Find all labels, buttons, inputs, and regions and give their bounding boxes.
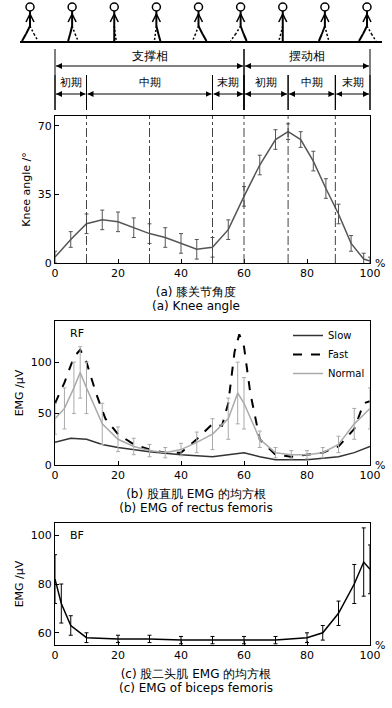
svg-text:Knee angle /°: Knee angle /° bbox=[20, 152, 33, 226]
html-text:(c) 股二头肌 EMG 的均方根: (c) 股二头肌 EMG 的均方根 bbox=[120, 667, 272, 681]
svg-text:0: 0 bbox=[45, 459, 52, 472]
svg-text:末期: 末期 bbox=[342, 76, 364, 89]
svg-text:初期: 初期 bbox=[60, 76, 82, 89]
svg-text:40: 40 bbox=[174, 469, 188, 482]
svg-text:60: 60 bbox=[237, 469, 251, 482]
svg-text:60: 60 bbox=[38, 627, 52, 640]
svg-text:0: 0 bbox=[52, 267, 59, 280]
html-text:(b) 股直肌 EMG 的均方根: (b) 股直肌 EMG 的均方根 bbox=[126, 487, 266, 501]
svg-text:100: 100 bbox=[360, 267, 381, 280]
svg-text:摆动相: 摆动相 bbox=[289, 49, 325, 63]
svg-text:0: 0 bbox=[52, 469, 59, 482]
html-text:(c) EMG of biceps femoris: (c) EMG of biceps femoris bbox=[119, 681, 273, 695]
svg-text:20: 20 bbox=[111, 649, 125, 662]
svg-text:60: 60 bbox=[237, 267, 251, 280]
svg-text:EMG /μV: EMG /μV bbox=[13, 560, 26, 607]
svg-text:100: 100 bbox=[31, 529, 52, 542]
html-text:(a) 膝关节角度: (a) 膝关节角度 bbox=[155, 285, 237, 299]
svg-text:末期: 末期 bbox=[217, 76, 239, 89]
svg-text:%: % bbox=[375, 257, 385, 270]
svg-text:0: 0 bbox=[45, 257, 52, 270]
svg-text:50: 50 bbox=[38, 407, 52, 420]
svg-text:20: 20 bbox=[111, 267, 125, 280]
svg-text:20: 20 bbox=[111, 469, 125, 482]
svg-text:Slow: Slow bbox=[328, 330, 351, 341]
svg-text:0: 0 bbox=[52, 649, 59, 662]
svg-text:中期: 中期 bbox=[139, 76, 161, 89]
svg-text:100: 100 bbox=[31, 356, 52, 369]
svg-text:EMG /μV: EMG /μV bbox=[13, 369, 26, 416]
svg-text:60: 60 bbox=[237, 649, 251, 662]
svg-text:100: 100 bbox=[360, 469, 381, 482]
svg-text:Normal: Normal bbox=[328, 368, 364, 379]
svg-text:%: % bbox=[375, 639, 385, 652]
svg-text:80: 80 bbox=[300, 469, 314, 482]
html-text:(a) Knee angle: (a) Knee angle bbox=[152, 299, 240, 313]
svg-text:BF: BF bbox=[70, 529, 84, 542]
svg-text:35: 35 bbox=[38, 188, 52, 201]
svg-text:40: 40 bbox=[174, 267, 188, 280]
svg-text:支撑相: 支撑相 bbox=[132, 49, 168, 63]
svg-text:80: 80 bbox=[300, 649, 314, 662]
svg-text:%: % bbox=[375, 459, 385, 472]
svg-text:Fast: Fast bbox=[328, 349, 348, 360]
svg-text:80: 80 bbox=[38, 578, 52, 591]
svg-text:80: 80 bbox=[300, 267, 314, 280]
svg-text:100: 100 bbox=[360, 649, 381, 662]
svg-text:RF: RF bbox=[70, 327, 84, 340]
svg-text:70: 70 bbox=[38, 120, 52, 133]
html-text:(b) EMG of rectus femoris: (b) EMG of rectus femoris bbox=[119, 501, 273, 515]
svg-text:初期: 初期 bbox=[255, 76, 277, 89]
svg-text:中期: 中期 bbox=[301, 76, 323, 89]
svg-text:40: 40 bbox=[174, 649, 188, 662]
